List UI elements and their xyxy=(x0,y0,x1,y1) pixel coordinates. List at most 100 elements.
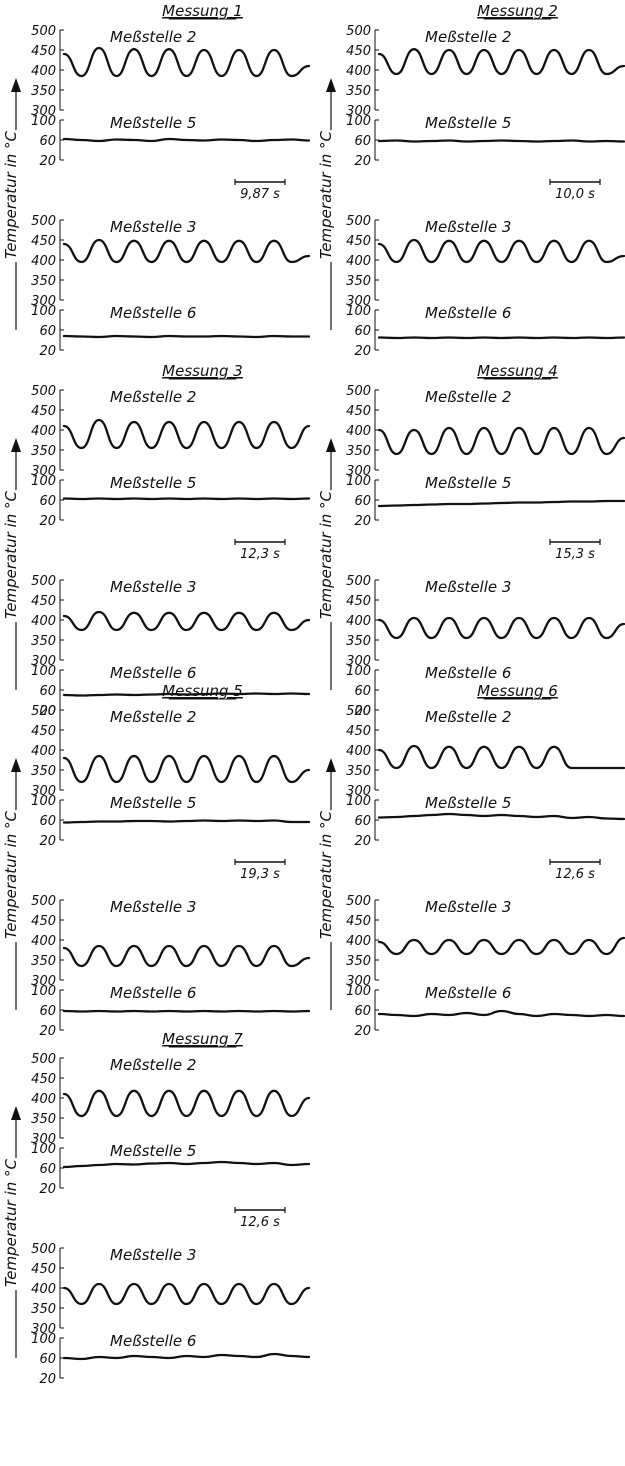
chart-messung-3: Messung 3 Temperatur in °C 500 450 400 350 300… xyxy=(2,362,311,719)
chart-title: Messung 6 xyxy=(477,682,558,700)
y-tick-label: 450 xyxy=(31,914,56,929)
y-tick-label: 60 xyxy=(354,494,371,509)
y-tick-label: 450 xyxy=(31,404,56,419)
series-line-top2 xyxy=(62,238,311,264)
y-tick-label: 500 xyxy=(31,24,56,39)
y-tick-label: 300 xyxy=(346,784,371,799)
series-label: Meßstelle 3 xyxy=(425,218,511,236)
chart-title: Messung 3 xyxy=(162,362,243,380)
y-tick-label: 60 xyxy=(354,324,371,339)
y-tick-label: 100 xyxy=(346,114,371,129)
y-tick-label: 500 xyxy=(346,574,371,589)
y-tick-label: 300 xyxy=(346,104,371,119)
y-tick-label: 350 xyxy=(346,84,371,99)
y-tick-label: 300 xyxy=(346,464,371,479)
series-label: Meßstelle 3 xyxy=(110,218,196,236)
series-label: Meßstelle 2 xyxy=(110,28,196,46)
y-tick-label: 500 xyxy=(346,384,371,399)
series-label: Meßstelle 6 xyxy=(425,304,511,322)
panel-top2: 500 450 400 350 300 Meßstelle 3 xyxy=(31,1242,311,1337)
y-tick-label: 500 xyxy=(31,574,56,589)
y-tick-label: 60 xyxy=(354,684,371,699)
y-tick-label: 500 xyxy=(31,1242,56,1257)
y-axis-arrow-head xyxy=(326,438,336,452)
y-tick-label: 450 xyxy=(346,44,371,59)
y-tick-label: 20 xyxy=(354,1024,371,1039)
panel-top2: 500 450 400 350 300 Meßstelle 3 xyxy=(31,214,311,309)
y-tick-label: 500 xyxy=(346,24,371,39)
panel-bottom2: 100 60 20 Meßstelle 6 xyxy=(31,1332,311,1387)
panel-top: 500 450 400 350 300 Meßstelle 2 xyxy=(31,384,311,479)
series-line-top2 xyxy=(377,238,625,264)
series-label: Meßstelle 2 xyxy=(425,388,511,406)
y-tick-label: 400 xyxy=(346,614,371,629)
y-tick-label: 400 xyxy=(31,614,56,629)
series-line-bottom xyxy=(377,812,625,821)
y-tick-label: 60 xyxy=(39,814,56,829)
panel-bottom2: 100 60 20 Meßstelle 6 xyxy=(346,984,625,1039)
series-line-bottom xyxy=(62,819,311,824)
panel-top: 500 450 400 350 300 Meßstelle 2 xyxy=(346,704,625,799)
y-tick-label: 20 xyxy=(39,1372,56,1387)
y-tick-label: 100 xyxy=(346,794,371,809)
series-label: Meßstelle 5 xyxy=(110,474,196,492)
y-tick-label: 60 xyxy=(39,494,56,509)
series-label: Meßstelle 2 xyxy=(425,708,511,726)
chart-title: Messung 5 xyxy=(162,682,243,700)
y-tick-label: 450 xyxy=(346,724,371,739)
y-tick-label: 350 xyxy=(31,764,56,779)
y-tick-label: 400 xyxy=(346,64,371,79)
series-label: Meßstelle 3 xyxy=(425,898,511,916)
y-axis-label: Temperatur in °C xyxy=(317,490,335,619)
chart-title: Messung 4 xyxy=(477,362,558,380)
y-tick-label: 500 xyxy=(346,214,371,229)
series-label: Meßstelle 5 xyxy=(425,114,511,132)
y-axis-arrow-head xyxy=(326,78,336,92)
series-label: Meßstelle 6 xyxy=(110,664,196,682)
time-scale-label: 10,0 s xyxy=(555,187,595,202)
series-label: Meßstelle 6 xyxy=(425,984,511,1002)
series-line-bottom xyxy=(62,1160,311,1169)
y-tick-label: 100 xyxy=(346,984,371,999)
y-tick-label: 20 xyxy=(39,514,56,529)
series-line-top xyxy=(377,426,625,456)
series-line-top2 xyxy=(62,1282,311,1306)
series-label: Meßstelle 2 xyxy=(110,388,196,406)
y-tick-label: 20 xyxy=(39,1182,56,1197)
chart-title: Messung 7 xyxy=(162,1030,243,1048)
series-label: Meßstelle 5 xyxy=(425,474,511,492)
y-tick-label: 350 xyxy=(31,274,56,289)
y-tick-label: 60 xyxy=(354,134,371,149)
y-tick-label: 400 xyxy=(346,744,371,759)
panel-top2: 500 450 400 350 300 Meßstelle 3 xyxy=(31,574,311,669)
chart-messung-7: Messung 7 Temperatur in °C 500 450 400 350 300… xyxy=(2,1030,311,1387)
y-tick-label: 350 xyxy=(31,1112,56,1127)
y-tick-label: 20 xyxy=(354,704,371,719)
y-tick-label: 60 xyxy=(39,1352,56,1367)
y-tick-label: 20 xyxy=(39,834,56,849)
y-axis-label: Temperatur in °C xyxy=(2,810,20,939)
y-tick-label: 500 xyxy=(346,894,371,909)
y-tick-label: 400 xyxy=(31,64,56,79)
chart-messung-4: Messung 4 Temperatur in °C 500 450 400 350 300… xyxy=(317,362,625,719)
y-tick-label: 400 xyxy=(346,934,371,949)
y-tick-label: 300 xyxy=(31,104,56,119)
panel-bottom2: 100 60 20 Meßstelle 6 xyxy=(346,304,625,359)
y-axis-label: Temperatur in °C xyxy=(2,490,20,619)
series-line-top xyxy=(62,418,311,450)
y-tick-label: 100 xyxy=(31,664,56,679)
y-tick-label: 450 xyxy=(346,594,371,609)
panel-top2: 500 450 400 350 300 Meßstelle 3 xyxy=(346,894,625,989)
chart-messung-2: Messung 2 Temperatur in °C 500 450 400 350 300… xyxy=(317,2,625,359)
series-label: Meßstelle 6 xyxy=(110,304,196,322)
y-tick-label: 450 xyxy=(31,724,56,739)
series-line-bottom2 xyxy=(62,334,311,339)
chart-messung-5: Messung 5 Temperatur in °C 500 450 400 350 300… xyxy=(2,682,311,1039)
y-tick-label: 350 xyxy=(346,444,371,459)
y-tick-label: 300 xyxy=(346,974,371,989)
panel-top: 500 450 400 350 300 Meßstelle 2 xyxy=(346,384,625,479)
y-tick-label: 100 xyxy=(31,1332,56,1347)
panel-top: 500 450 400 350 300 Meßstelle 2 xyxy=(346,24,625,119)
series-line-top xyxy=(62,1089,311,1118)
y-tick-label: 400 xyxy=(346,424,371,439)
